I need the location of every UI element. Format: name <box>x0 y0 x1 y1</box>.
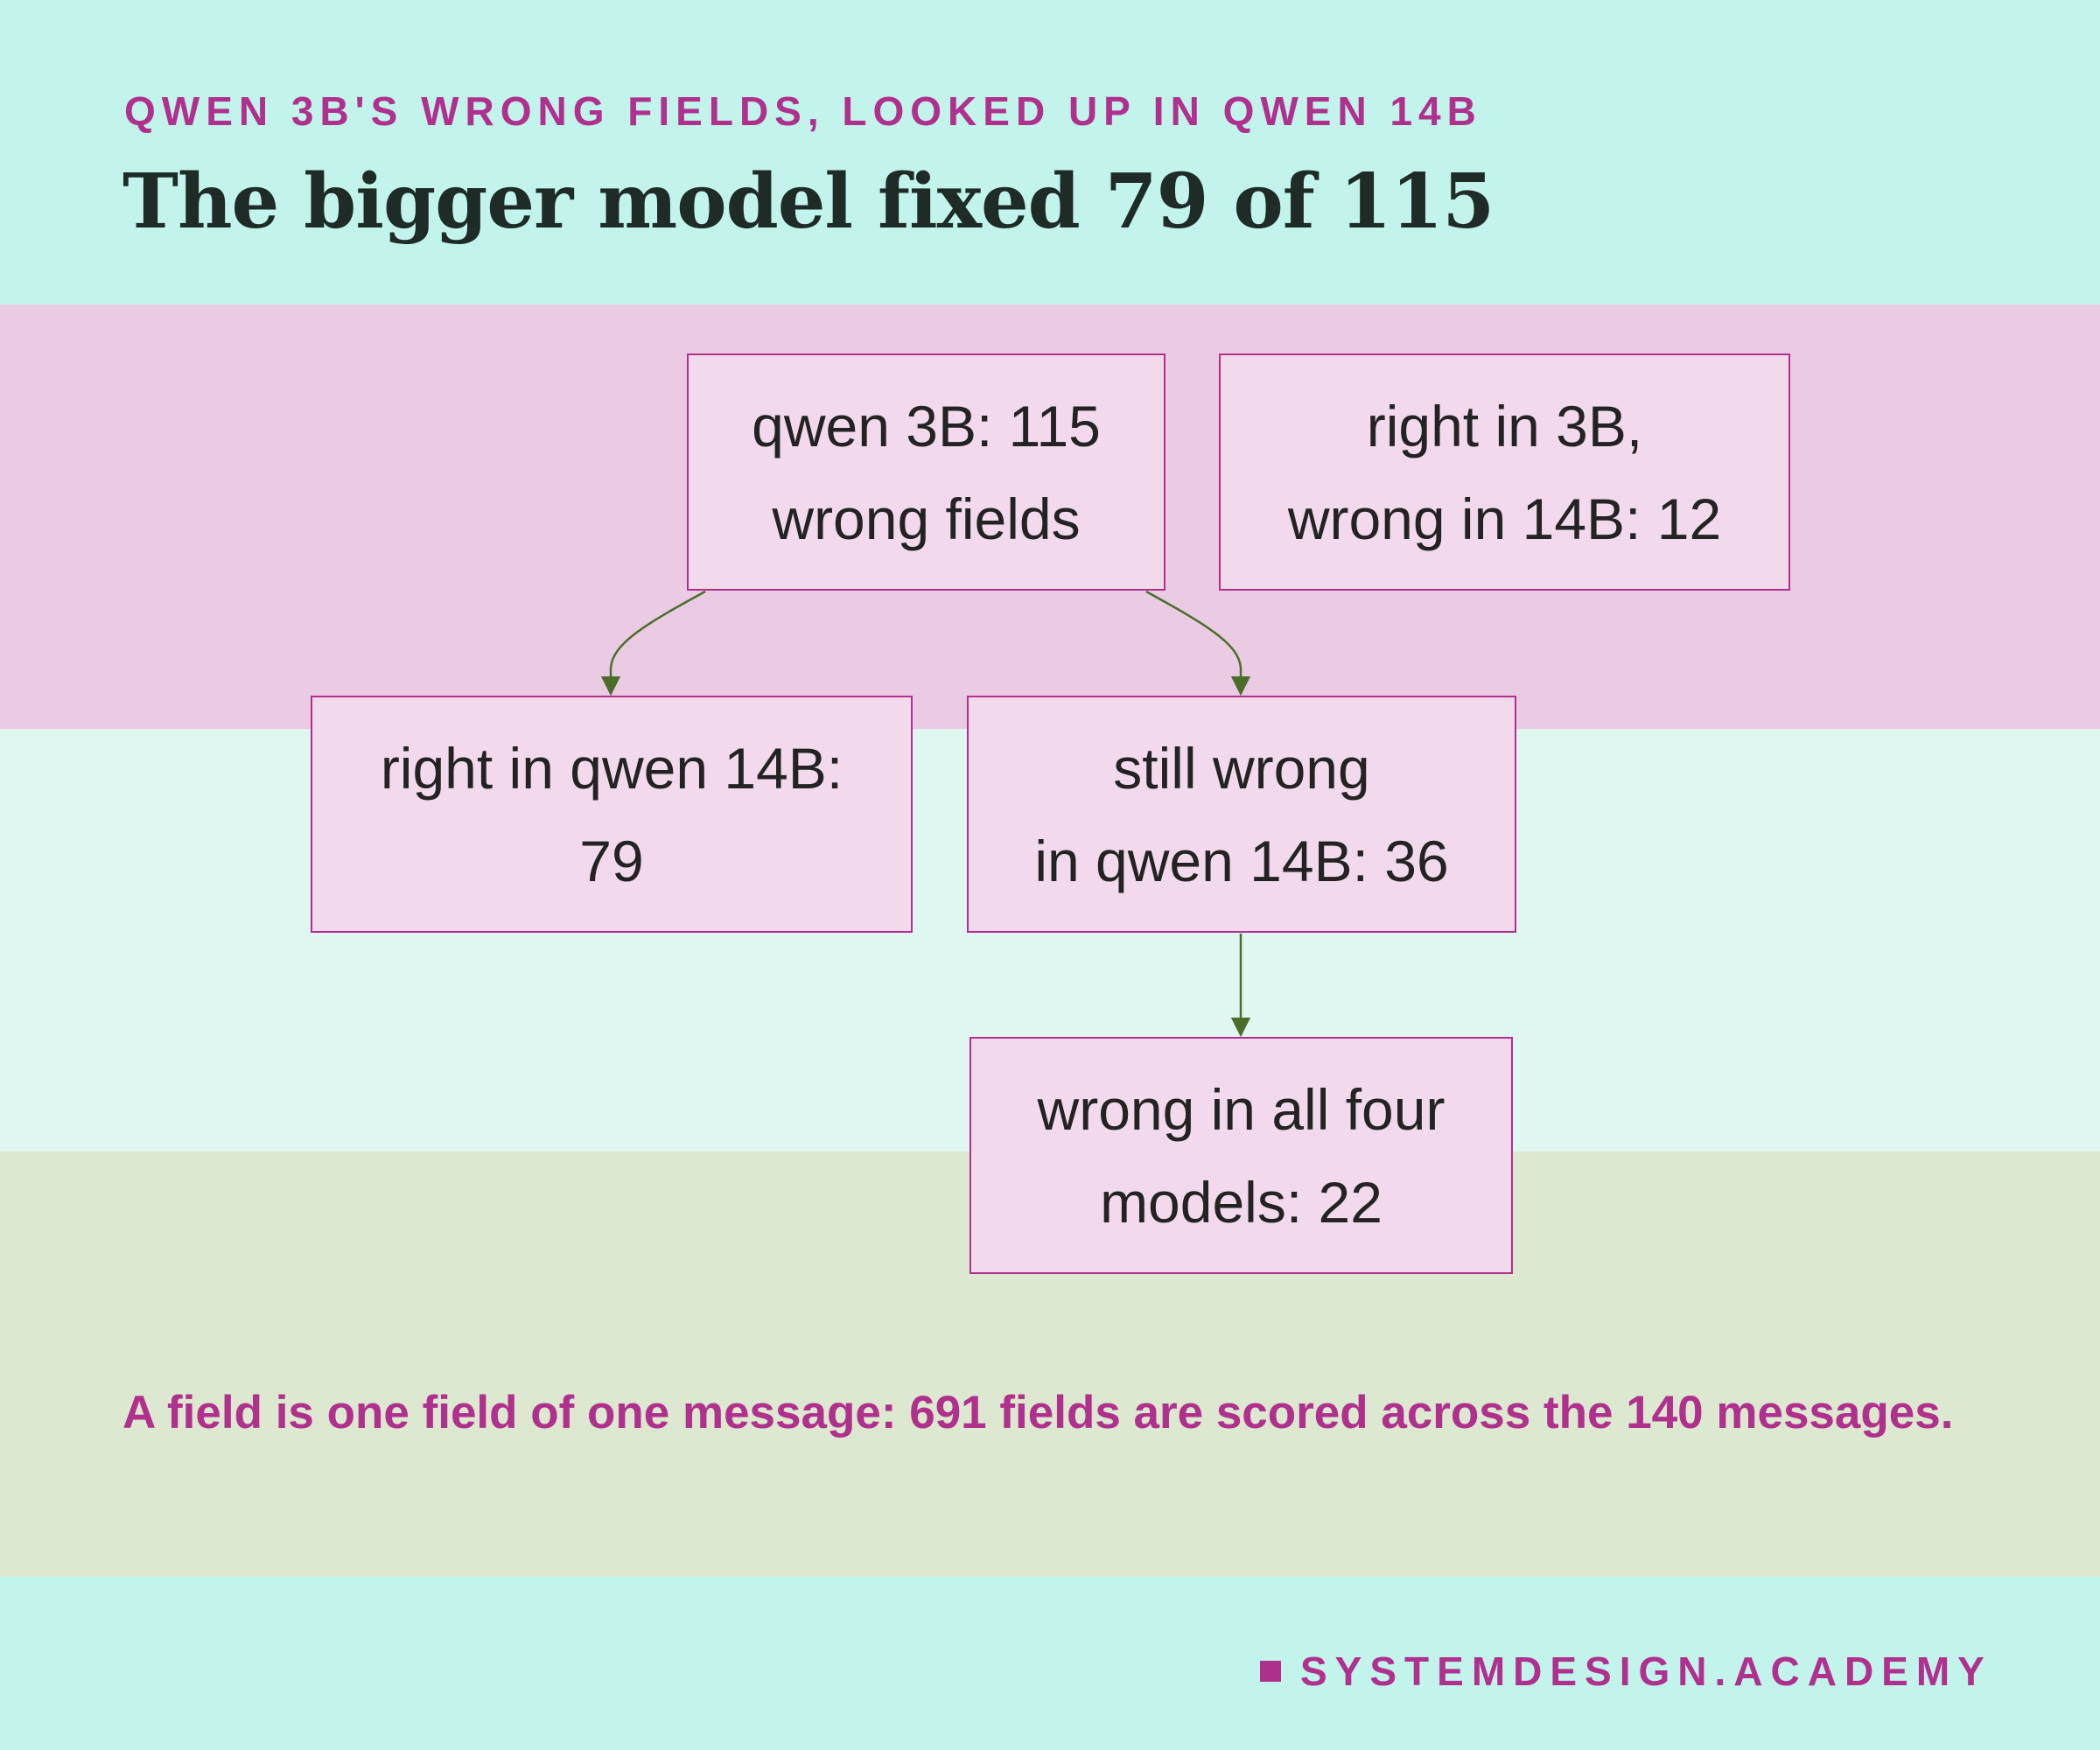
node-line: in qwen 14B: 36 <box>1034 828 1449 893</box>
node-line: qwen 3B: 115 <box>752 393 1101 458</box>
node-line: right in qwen 14B: <box>380 735 844 801</box>
node-qwen-3b-wrong-fields: qwen 3B: 115 wrong fields <box>687 354 1166 591</box>
node-still-wrong-in-qwen-14b: still wrong in qwen 14B: 36 <box>967 696 1516 933</box>
node-wrong-in-all-four-models: wrong in all four models: 22 <box>970 1037 1513 1274</box>
node-line: still wrong <box>1113 735 1370 801</box>
page-title: The bigger model fixed 79 of 115 <box>122 158 1494 246</box>
node-line: wrong in 14B: 12 <box>1287 486 1722 551</box>
brand: SYSTEMDESIGN.ACADEMY <box>1260 1648 1992 1695</box>
node-right-in-3b-wrong-in-14b: right in 3B, wrong in 14B: 12 <box>1219 354 1790 591</box>
edge-root-to-still <box>1145 590 1251 696</box>
node-line: right in 3B, <box>1366 393 1643 458</box>
node-line: wrong fields <box>772 486 1081 551</box>
node-right-in-qwen-14b: right in qwen 14B: 79 <box>311 696 913 933</box>
node-line: 79 <box>579 828 644 893</box>
node-line: wrong in all four <box>1037 1076 1446 1142</box>
brand-name: SYSTEMDESIGN.ACADEMY <box>1300 1648 1992 1694</box>
brand-square-icon <box>1260 1661 1281 1682</box>
footnote: A field is one field of one message: 691… <box>122 1387 1954 1438</box>
kicker: QWEN 3B'S WRONG FIELDS, LOOKED UP IN QWE… <box>124 88 1482 134</box>
edge-root-to-right <box>600 590 706 696</box>
node-line: models: 22 <box>1100 1169 1382 1235</box>
